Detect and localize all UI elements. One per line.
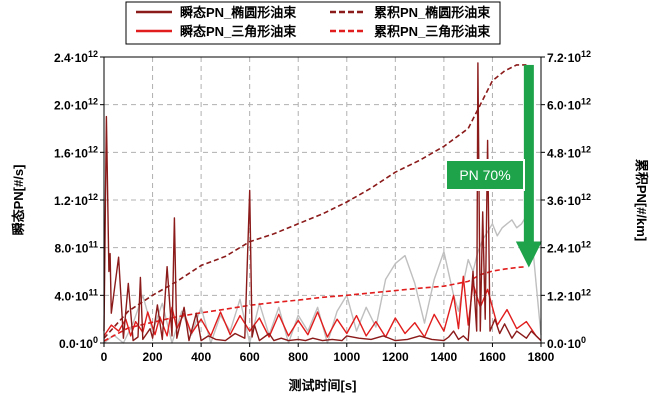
- y-right-tick-label: 0.0·100: [547, 335, 586, 351]
- x-tick-label: 400: [191, 350, 211, 364]
- y-left-tick-label: 0.0·100: [59, 335, 98, 351]
- x-tick-label: 600: [240, 350, 260, 364]
- legend-label: 瞬态PN_椭圆形油束: [180, 5, 297, 20]
- annotation-layer: PN 70%: [445, 64, 542, 268]
- x-tick-label: 1600: [479, 350, 506, 364]
- series-line-3: [103, 265, 527, 342]
- y-right-tick-label: 6.0·1012: [547, 97, 591, 113]
- series-line-4: [103, 215, 542, 344]
- series-line-0: [103, 62, 542, 342]
- ticks: 0 200 400 600 800 1000 1200 1400 1600 18000.0·100…: [54, 49, 591, 364]
- y-right-tick-label: 2.4·1012: [547, 240, 591, 256]
- y-right-tick-label: 4.8·1012: [547, 144, 591, 160]
- y-left-tick-label: 4.0·1011: [54, 287, 98, 303]
- legend-label: 瞬态PN_三角形油束: [180, 24, 297, 39]
- y-left-tick-label: 1.2·1012: [54, 192, 98, 208]
- y-left-tick-label: 1.6·1012: [54, 144, 98, 160]
- series-line-2: [103, 64, 527, 339]
- annotation-box: [445, 159, 525, 191]
- legend-label: 累积PN_三角形油束: [374, 24, 491, 39]
- series-layer: [103, 62, 542, 344]
- x-tick-label: 800: [288, 350, 308, 364]
- y-left-tick-label: 2.4·1012: [54, 49, 98, 65]
- x-tick-label: 1200: [382, 350, 409, 364]
- y-right-tick-label: 1.2·1012: [547, 287, 591, 303]
- legend-box: [125, 1, 501, 45]
- annotation-arrow-head: [515, 241, 542, 268]
- y-left-tick-label: 2.0·1012: [54, 97, 98, 113]
- legend-label: 累积PN_椭圆形油束: [374, 5, 491, 20]
- x-axis-title: 测试时间[s]: [289, 378, 357, 393]
- y-right-tick-label: 7.2·1012: [547, 49, 591, 65]
- y-left-axis-title: 瞬态PN[#/s]: [11, 165, 26, 236]
- grid: [104, 57, 541, 343]
- y-right-axis-title: 累积PN[#/km]: [634, 159, 649, 241]
- x-tick-label: 0: [101, 350, 108, 364]
- x-tick-label: 200: [143, 350, 163, 364]
- x-tick-label: 1000: [333, 350, 360, 364]
- x-tick-label: 1400: [431, 350, 458, 364]
- x-tick-label: 1800: [528, 350, 555, 364]
- y-left-tick-label: 8.0·1011: [54, 240, 98, 256]
- annotation-label: PN 70%: [459, 167, 510, 183]
- y-right-tick-label: 3.6·1012: [547, 192, 591, 208]
- annotation-arrow-shaft: [523, 64, 534, 242]
